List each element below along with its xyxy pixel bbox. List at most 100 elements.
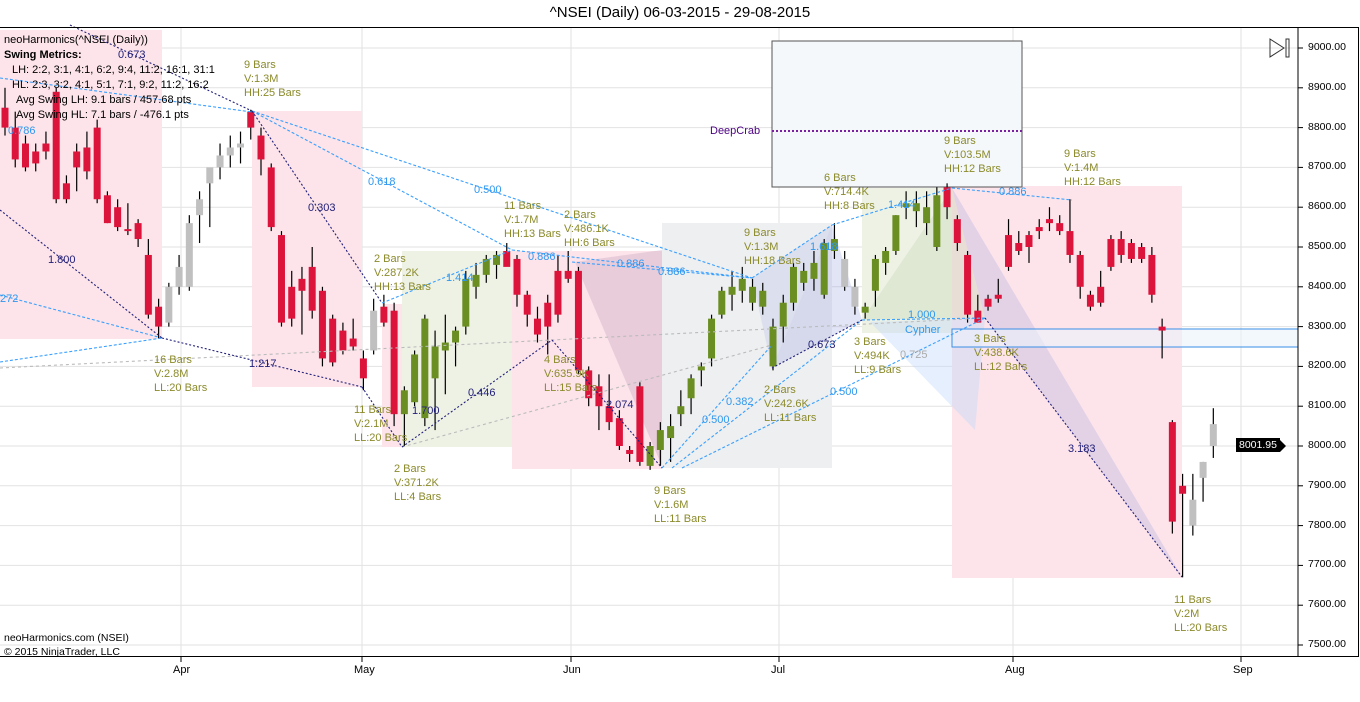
ratio-label: 0.446 [468, 387, 496, 399]
candle-body [994, 294, 1002, 299]
ratio-label: 3.183 [1068, 443, 1096, 455]
pattern-triangle [772, 225, 862, 368]
candle [533, 306, 541, 343]
candle-body [247, 111, 255, 128]
candle-body [513, 258, 521, 295]
candle [380, 294, 388, 327]
ratio-label: 1.618 [810, 241, 838, 253]
candle [718, 286, 726, 319]
candle [1179, 473, 1187, 578]
candle [216, 143, 224, 180]
y-tick-label: 7500.00 [1308, 638, 1346, 650]
candle-body [83, 147, 91, 172]
chart-footer: neoHarmonics.com (NSEI) © 2015 NinjaTrad… [4, 631, 129, 659]
candle [267, 163, 275, 232]
ratio-label: 0.618 [368, 176, 396, 188]
candle-body [636, 386, 644, 462]
candle [789, 262, 797, 311]
candle [749, 278, 757, 311]
candle-body [42, 143, 50, 152]
copyright-label: © 2015 NinjaTrader, LLC [4, 646, 120, 658]
candle [595, 374, 603, 431]
candle [411, 350, 419, 407]
candle-body [1097, 286, 1105, 303]
candle [83, 131, 91, 180]
candle-body [431, 346, 439, 379]
candle-body [277, 235, 285, 323]
swing-annotation: 2 Bars V:371.2K LL:4 Bars [394, 463, 442, 503]
candle [206, 167, 214, 228]
ratio-label: 0.673 [808, 339, 836, 351]
metrics-heading: Swing Metrics: [4, 49, 82, 61]
candle-body [62, 183, 70, 200]
candle-body [390, 310, 398, 415]
candle-body [308, 266, 316, 311]
candle-body [21, 143, 29, 168]
ratio-label: 2.074 [606, 399, 634, 411]
candle [155, 298, 163, 339]
candle [175, 254, 183, 295]
candle-body [902, 203, 910, 208]
candle [697, 362, 705, 387]
ratio-label: 0.673 [118, 49, 146, 61]
candle-body [175, 266, 183, 287]
candle [277, 231, 285, 327]
candle-body [124, 229, 132, 232]
candle [810, 250, 818, 291]
candle-body [93, 127, 101, 200]
candle-body [605, 406, 613, 423]
x-tick-label: Apr [173, 664, 191, 676]
candle [1045, 207, 1053, 232]
candle [861, 302, 869, 319]
candle-body [411, 354, 419, 403]
candle [42, 131, 50, 160]
candle [615, 410, 623, 450]
candle-body [1189, 499, 1197, 526]
candle-body [1107, 239, 1115, 267]
swing-annotation: 9 Bars V:1.6M LL:11 Bars [654, 485, 707, 525]
candle [1, 87, 9, 136]
candle [1117, 231, 1125, 263]
candle [626, 446, 634, 462]
scroll-to-end-icon[interactable] [1268, 37, 1292, 64]
candle [953, 215, 961, 251]
swing-annotation: 2 Bars V:287.2K HH:13 Bars [374, 253, 431, 293]
candle-body [32, 151, 40, 164]
ratio-label: 1.217 [249, 358, 277, 370]
candle [1005, 219, 1013, 271]
y-tick-label: 8500.00 [1308, 240, 1346, 252]
candle [226, 135, 234, 168]
candle [134, 219, 142, 247]
ratio-label: 0.303 [308, 202, 336, 214]
candle [421, 314, 429, 427]
candle-body [667, 426, 675, 439]
candle-body [912, 203, 920, 212]
candle-body [1179, 485, 1187, 494]
candle-body [933, 195, 941, 247]
chart-title: ^NSEI (Daily) 06-03-2015 - 29-08-2015 [549, 4, 811, 21]
candle-body [1056, 223, 1064, 232]
candle [1168, 420, 1176, 534]
zone-bull [402, 251, 512, 447]
candle-body [103, 195, 111, 224]
candle [1056, 215, 1064, 236]
candle [400, 386, 408, 446]
metrics-avg-lh: Avg Swing LH: 9.1 bars / 457.68 pts [16, 94, 192, 106]
candle [667, 414, 675, 462]
candle [165, 282, 173, 327]
candle-body [288, 286, 296, 319]
candle-body [1158, 326, 1166, 331]
ratio-label: 0.886 [658, 266, 686, 278]
candle-body [370, 310, 378, 351]
candle-body [769, 326, 777, 367]
y-tick-label: 8700.00 [1308, 160, 1346, 173]
candle-body [1005, 235, 1013, 267]
candle [851, 278, 859, 315]
y-tick-label: 7800.00 [1308, 518, 1346, 531]
ratio-label: 0.886 [617, 258, 645, 270]
ratio-label: 272 [0, 293, 19, 305]
candle-body [677, 406, 685, 415]
candle [728, 270, 736, 311]
candle-body [257, 135, 265, 160]
